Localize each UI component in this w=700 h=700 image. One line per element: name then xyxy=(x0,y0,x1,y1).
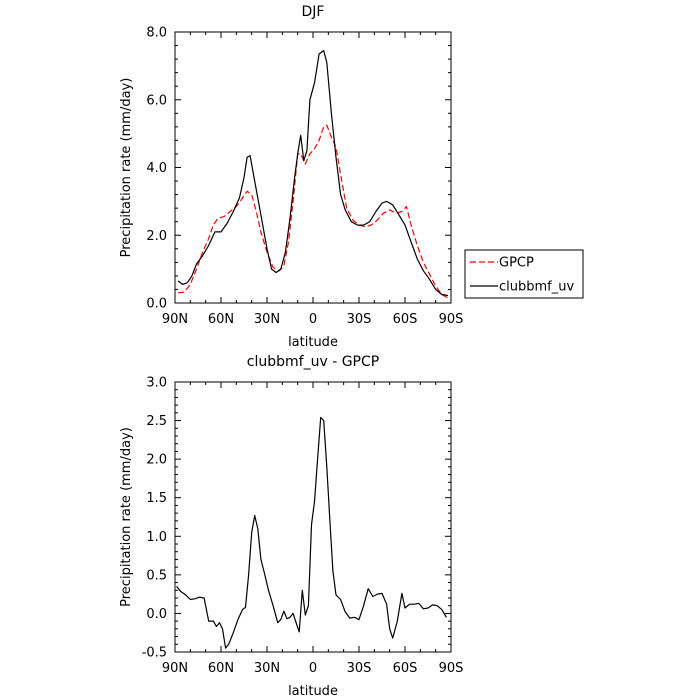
y-tick-label: 2.0 xyxy=(146,229,167,244)
y-tick-label: 2.5 xyxy=(146,414,167,429)
legend: GPCP clubbmf_uv xyxy=(464,249,584,299)
y-axis-label: Precipitation rate (mm/day) xyxy=(119,78,134,258)
legend-label-clubbmf-uv: clubbmf_uv xyxy=(499,280,574,295)
x-tick-label: 30N xyxy=(254,661,280,676)
axis-ticks: 90N 60N 30N 0 30S 60S 90S 0.0 2.0 4.0 6.0 8.0 xyxy=(146,26,463,328)
x-tick-label: 0 xyxy=(309,661,317,676)
y-tick-label: 0.0 xyxy=(146,297,167,312)
chart-title: DJF xyxy=(302,4,325,20)
x-tick-label: 60N xyxy=(208,312,234,327)
legend-label-gpcp: GPCP xyxy=(499,256,534,271)
chart-title: clubbmf_uv - GPCP xyxy=(247,354,379,370)
plot-frame xyxy=(174,31,452,304)
y-tick-label: -0.5 xyxy=(142,646,167,661)
x-tick-label: 60S xyxy=(393,312,418,327)
y-tick-label: 3.0 xyxy=(146,376,167,391)
x-tick-label: 90S xyxy=(439,312,464,327)
y-tick-label: 8.0 xyxy=(146,26,167,41)
series-layer xyxy=(176,416,447,649)
y-tick-label: 6.0 xyxy=(146,93,167,108)
x-axis-label: latitude xyxy=(288,684,338,699)
y-tick-label: 1.5 xyxy=(146,491,167,506)
y-tick-label: 1.0 xyxy=(146,530,167,545)
series-layer xyxy=(177,49,449,299)
x-tick-label: 0 xyxy=(309,312,317,327)
series-line-series-0 xyxy=(176,416,447,649)
x-axis-label: latitude xyxy=(288,335,338,350)
x-tick-label: 30S xyxy=(347,661,372,676)
x-tick-label: 60N xyxy=(208,661,234,676)
x-tick-label: 90N xyxy=(162,661,188,676)
x-tick-label: 90S xyxy=(439,661,464,676)
series-line-gpcp xyxy=(178,124,449,299)
series-line-clubbmf-uv xyxy=(177,49,448,297)
y-axis-label: Precipitation rate (mm/day) xyxy=(119,427,134,607)
x-tick-label: 90N xyxy=(162,312,188,327)
y-tick-label: 0.0 xyxy=(146,607,167,622)
x-tick-label: 60S xyxy=(393,661,418,676)
y-tick-label: 0.5 xyxy=(146,568,167,583)
y-tick-label: 4.0 xyxy=(146,161,167,176)
legend-box xyxy=(464,249,584,299)
y-tick-label: 2.0 xyxy=(146,453,167,468)
difference-panel: clubbmf_uv - GPCP Precipitation rate (mm… xyxy=(119,354,463,699)
djf-panel: DJF Precipitation rate (mm/day) latitude… xyxy=(119,4,584,350)
x-tick-label: 30N xyxy=(254,312,280,327)
axis-ticks: 90N 60N 30N 0 30S 60S 90S -0.5 0.0 0.5 1.0 1.5 2.0 2.… xyxy=(142,376,464,677)
x-tick-label: 30S xyxy=(347,312,372,327)
plot-frame xyxy=(174,381,452,653)
